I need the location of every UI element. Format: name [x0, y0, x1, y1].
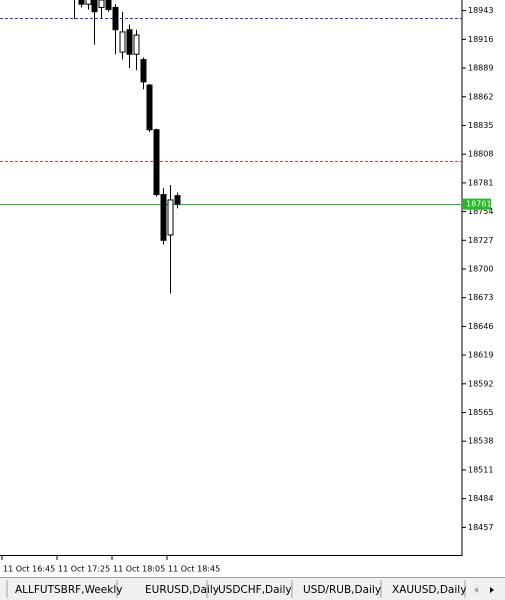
x-tick-label: 11 Oct 18:05: [113, 565, 165, 574]
y-tick-label: 18808: [468, 150, 493, 159]
scroll-left-button[interactable]: [474, 587, 478, 593]
candle-body: [153, 129, 160, 196]
candle-body: [146, 84, 153, 131]
candle-body: [133, 34, 140, 55]
tab[interactable]: ALLFUTSBRF,Weekly: [15, 584, 122, 596]
x-tick-label: 11 Oct 17:25: [58, 565, 110, 574]
candle-body: [140, 59, 147, 83]
axes: 18943 18916 18889 18862 18835 18808 18781 18754…: [1, 6, 493, 574]
plot-area: [0, 0, 462, 294]
scroll-right-button[interactable]: [490, 587, 494, 593]
y-tick-label: 18943: [468, 6, 493, 15]
y-tick-label: 18565: [468, 408, 493, 417]
y-tick-label: 18754: [468, 207, 493, 216]
y-tick-label: 18700: [468, 264, 493, 273]
y-tick-label: 18484: [468, 494, 493, 503]
price-label-box: [463, 198, 491, 210]
y-tick-label: 18511: [468, 465, 493, 474]
candle-body: [167, 199, 174, 236]
tab[interactable]: EURUSD,Daily: [145, 584, 219, 596]
tab[interactable]: XAUUSD,Daily: [392, 584, 466, 596]
candle-body: [105, 0, 112, 11]
x-tick-label: 11 Oct 18:45: [168, 565, 220, 574]
candle-body: [98, 0, 105, 8]
candle-body: [91, 0, 98, 13]
candle-body: [126, 29, 133, 55]
y-tick-label: 18889: [468, 64, 493, 73]
candle-body: [78, 0, 85, 5]
y-tick-label: 18673: [468, 293, 493, 302]
x-tick-label: 11 Oct 16:45: [3, 565, 55, 574]
y-tick-label: 18646: [468, 322, 493, 331]
y-tick-label: 18916: [468, 35, 493, 44]
y-tick-label: 18727: [468, 236, 493, 245]
y-tick-label: 18835: [468, 121, 493, 130]
candle-body: [119, 31, 126, 53]
candle-body: [85, 0, 92, 5]
tab[interactable]: USDCHF,Daily: [218, 584, 292, 596]
y-tick-label: 18457: [468, 523, 493, 532]
candle-body: [112, 6, 119, 31]
candle-body: [174, 195, 181, 205]
y-tick-label: 18862: [468, 92, 493, 101]
y-tick-label: 18619: [468, 351, 493, 360]
tab[interactable]: USD/RUB,Daily: [303, 584, 381, 596]
y-tick-label: 18781: [468, 178, 493, 187]
candle-body: [160, 194, 167, 241]
tab-bar: [0, 577, 505, 600]
price-label: 18761: [466, 200, 491, 209]
y-tick-label: 18592: [468, 379, 493, 388]
y-tick-label: 18538: [468, 437, 493, 446]
